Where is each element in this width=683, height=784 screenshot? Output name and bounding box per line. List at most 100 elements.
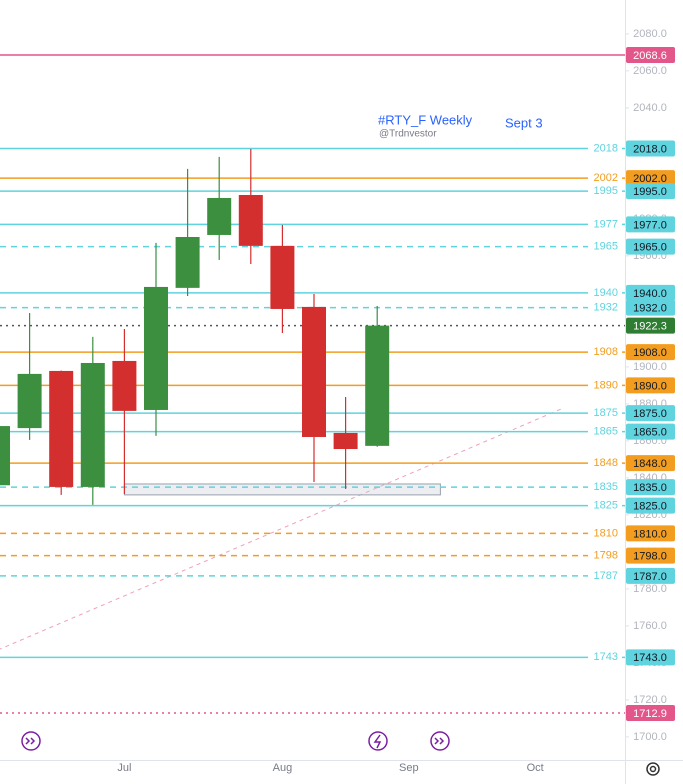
level-label-bg <box>588 568 622 583</box>
level-label-bg <box>588 480 622 495</box>
price-badge <box>626 216 675 233</box>
level-label: 1835 <box>594 481 618 493</box>
price-badge-label: 1965.0 <box>633 242 667 254</box>
price-badge-label: 1835.0 <box>633 482 667 494</box>
level-label-bg <box>588 300 622 315</box>
candle-body <box>80 362 105 487</box>
price-badge <box>626 705 675 722</box>
trendline <box>0 407 564 650</box>
level-label-bg <box>588 184 622 199</box>
zone <box>123 483 441 496</box>
price-badge-label: 1922.3 <box>633 321 667 333</box>
price-badge-label: 1787.0 <box>633 571 667 583</box>
level-label: 1875 <box>594 407 618 419</box>
y-tick-label: 1780.0 <box>633 583 667 595</box>
price-badge <box>626 299 675 316</box>
price-badge-label: 2068.6 <box>633 50 667 62</box>
price-badge <box>626 547 675 564</box>
y-tick-label: 2080.0 <box>633 28 667 40</box>
candle-body <box>112 360 137 411</box>
level-label: 1825 <box>594 500 618 512</box>
level-label-bg <box>588 424 622 439</box>
candle-body <box>0 426 10 486</box>
candle-body <box>17 373 42 429</box>
level-label-bg <box>588 378 622 393</box>
price-badge-label: 1932.0 <box>633 303 667 315</box>
level-label: 1940 <box>594 287 618 299</box>
level-label: 1908 <box>594 346 618 358</box>
level-label-bg <box>588 345 622 360</box>
y-tick-label: 1900.0 <box>633 361 667 373</box>
level-label: 1743 <box>594 651 618 663</box>
level-label: 2002 <box>594 172 618 184</box>
price-badge <box>626 140 675 157</box>
chart-subtitle: @Trdnvestor <box>379 129 437 140</box>
price-badge-label: 1825.0 <box>633 501 667 513</box>
level-label: 1977 <box>594 218 618 230</box>
level-label: 1865 <box>594 426 618 438</box>
level-label-bg <box>588 285 622 300</box>
candle-body <box>333 432 358 450</box>
level-label: 1890 <box>594 379 618 391</box>
price-badge-label: 1798.0 <box>633 550 667 562</box>
price-badge-label: 2018.0 <box>633 143 667 155</box>
level-label: 1848 <box>594 457 618 469</box>
y-tick-label: 2040.0 <box>633 102 667 114</box>
price-badge-label: 1977.0 <box>633 219 667 231</box>
price-badge <box>626 284 675 301</box>
level-label: 1965 <box>594 241 618 253</box>
price-badge <box>626 344 675 361</box>
y-tick-label: 1700.0 <box>633 731 667 743</box>
x-tick-label: Oct <box>527 762 544 774</box>
price-badge <box>626 479 675 496</box>
candle-body <box>270 245 295 309</box>
price-badge-label: 1743.0 <box>633 652 667 664</box>
price-badge <box>626 405 675 422</box>
price-badge-label: 1890.0 <box>633 380 667 392</box>
candle-body <box>144 286 168 410</box>
price-badge-label: 1848.0 <box>633 458 667 470</box>
y-tick-label: 1760.0 <box>633 620 667 632</box>
price-badge <box>626 170 675 187</box>
price-badge <box>626 567 675 584</box>
level-label-bg <box>588 548 622 563</box>
candle-body <box>238 194 263 246</box>
plot-area <box>0 54 625 714</box>
level-label: 1995 <box>594 185 618 197</box>
price-badge-label: 2002.0 <box>633 173 667 185</box>
level-label-bg <box>588 141 622 156</box>
price-badge <box>626 46 675 63</box>
candle-body <box>175 236 200 288</box>
price-badge <box>626 423 675 440</box>
y-tick-label: 2060.0 <box>633 65 667 77</box>
icon[interactable] <box>21 731 450 751</box>
level-label-bg <box>588 498 622 513</box>
x-tick-label: Aug <box>273 762 293 774</box>
chart-title: #RTY_F Weekly <box>378 112 473 127</box>
level-label-bg <box>588 526 622 541</box>
level-label-bg <box>588 171 622 186</box>
price-badge-label: 1940.0 <box>633 288 667 300</box>
level-label: 1798 <box>594 549 618 561</box>
price-badge <box>626 377 675 394</box>
price-badge-label: 1712.9 <box>633 708 667 720</box>
candle-body <box>49 370 74 487</box>
level-label: 2018 <box>594 142 618 154</box>
level-label-bg <box>588 406 622 421</box>
price-badge <box>626 183 675 200</box>
price-badge-label: 1875.0 <box>633 408 667 420</box>
price-badge-label: 1865.0 <box>633 427 667 439</box>
annotation: Sept 3 <box>505 115 543 130</box>
price-badge <box>626 649 675 666</box>
price-badge-label: 1995.0 <box>633 186 667 198</box>
level-label: 1810 <box>594 527 618 539</box>
y-tick-label: 1720.0 <box>633 694 667 706</box>
candle-body <box>365 325 390 446</box>
level-label-bg <box>588 650 622 665</box>
x-tick-label: Jul <box>117 762 131 774</box>
level-label: 1932 <box>594 302 618 314</box>
settings-icon[interactable] <box>646 762 660 776</box>
candle-body <box>302 306 326 437</box>
price-badge <box>626 455 675 472</box>
